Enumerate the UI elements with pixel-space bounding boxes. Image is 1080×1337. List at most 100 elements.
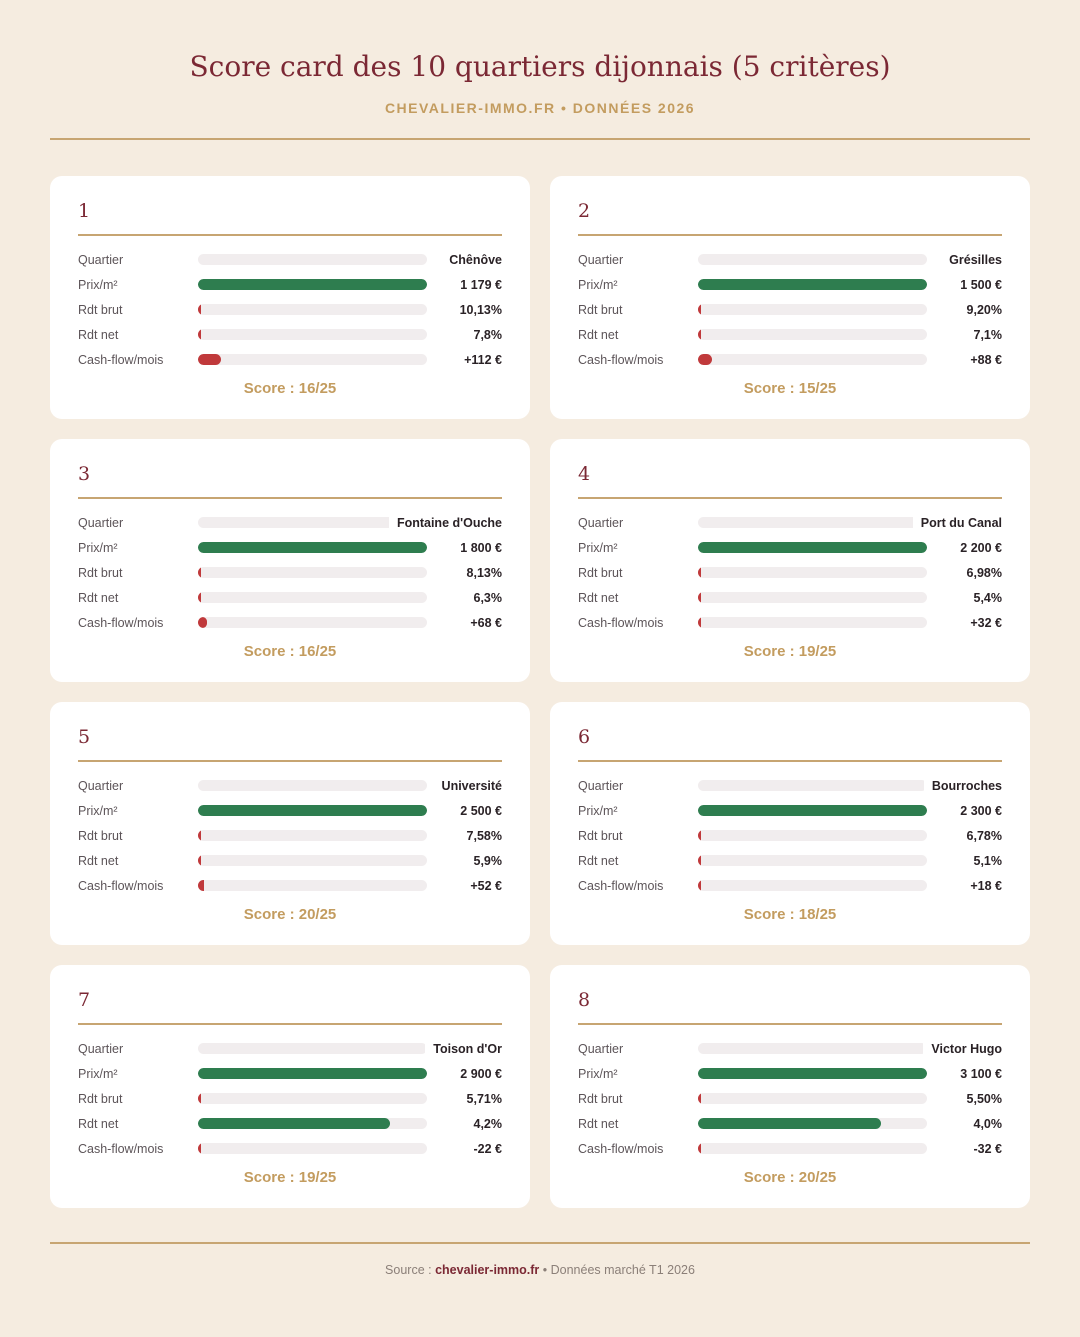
criterion-bar-track bbox=[698, 1118, 927, 1129]
card-divider bbox=[78, 1023, 502, 1025]
criterion-bar-prix-m2 bbox=[698, 279, 927, 290]
criterion-row-rdt-net: Rdt net 7,1% bbox=[578, 322, 1002, 347]
criterion-bar-rdt-brut bbox=[698, 830, 701, 841]
criterion-bar-rdt-brut bbox=[198, 567, 201, 578]
criterion-label: Quartier bbox=[78, 253, 124, 267]
criterion-bar-track bbox=[198, 1043, 427, 1054]
page-subtitle: CHEVALIER-IMMO.FR • DONNÉES 2026 bbox=[384, 100, 696, 116]
criterion-bar-track bbox=[698, 542, 927, 553]
criterion-bar-track bbox=[198, 1068, 427, 1079]
score-card-grid: 1 Quartier Chênôve Prix/m² 1 179 € Rdt brut 10… bbox=[50, 176, 1030, 1208]
criterion-bar-track bbox=[698, 567, 927, 578]
criterion-bar-track bbox=[698, 329, 927, 340]
criterion-label: Cash-flow/mois bbox=[578, 1142, 664, 1156]
criterion-bar-rdt-brut bbox=[698, 567, 701, 578]
criterion-bar-cash-flow bbox=[198, 1143, 201, 1154]
criterion-bar-track bbox=[198, 855, 427, 866]
criterion-bar-track bbox=[698, 304, 927, 315]
criterion-value-prix-m2: 2 200 € bbox=[952, 541, 1002, 555]
criterion-label: Rdt brut bbox=[578, 1092, 623, 1106]
card-rank: 5 bbox=[78, 726, 91, 748]
criterion-bar-prix-m2 bbox=[698, 805, 927, 816]
criterion-bar-track bbox=[698, 1143, 927, 1154]
criterion-bar-rdt-brut bbox=[198, 830, 201, 841]
criterion-bar-cash-flow bbox=[698, 617, 702, 628]
criterion-row-prix-m2: Prix/m² 1 500 € bbox=[578, 272, 1002, 297]
card-divider bbox=[78, 760, 502, 762]
criterion-label: Prix/m² bbox=[578, 804, 618, 818]
card-divider bbox=[578, 497, 1002, 499]
card-rank: 1 bbox=[78, 200, 91, 222]
criterion-value-prix-m2: 1 500 € bbox=[952, 278, 1002, 292]
footer-divider bbox=[50, 1242, 1030, 1244]
criterion-row-quartier: Quartier Victor Hugo bbox=[578, 1036, 1002, 1061]
criterion-label: Prix/m² bbox=[78, 804, 118, 818]
criterion-bar-rdt-net bbox=[698, 855, 701, 866]
criterion-value-rdt-brut: 10,13% bbox=[451, 303, 502, 317]
criterion-row-rdt-brut: Rdt brut 5,50% bbox=[578, 1086, 1002, 1111]
criterion-value-rdt-net: 5,9% bbox=[465, 854, 502, 868]
criterion-row-rdt-net: Rdt net 5,1% bbox=[578, 848, 1002, 873]
card-rank: 7 bbox=[78, 989, 91, 1011]
card-rank: 6 bbox=[578, 726, 591, 748]
criterion-bar-prix-m2 bbox=[198, 542, 427, 553]
criterion-bar-track bbox=[198, 354, 427, 365]
card-divider bbox=[78, 497, 502, 499]
criterion-label: Quartier bbox=[578, 253, 624, 267]
score-card: 4 Quartier Port du Canal Prix/m² 2 200 € Rdt … bbox=[550, 439, 1030, 682]
criterion-value-rdt-net: 6,3% bbox=[465, 591, 502, 605]
criterion-row-rdt-net: Rdt net 5,9% bbox=[78, 848, 502, 873]
criterion-bar-rdt-net bbox=[698, 592, 701, 603]
card-rank: 4 bbox=[578, 463, 591, 485]
criterion-label: Prix/m² bbox=[78, 541, 118, 555]
criterion-bar-track bbox=[698, 254, 927, 265]
criterion-bar-track bbox=[198, 279, 427, 290]
criterion-value-rdt-net: 5,4% bbox=[965, 591, 1002, 605]
card-score: Score : 20/25 bbox=[743, 1169, 837, 1186]
card-score: Score : 19/25 bbox=[243, 1169, 337, 1186]
criterion-label: Prix/m² bbox=[78, 1067, 118, 1081]
footer-brand-link[interactable]: chevalier-immo.fr bbox=[435, 1263, 540, 1277]
criterion-row-rdt-brut: Rdt brut 9,20% bbox=[578, 297, 1002, 322]
criteria-rows: Quartier Bourroches Prix/m² 2 300 € Rdt brut… bbox=[578, 773, 1002, 898]
criterion-label: Rdt net bbox=[578, 854, 619, 868]
criterion-row-prix-m2: Prix/m² 2 200 € bbox=[578, 535, 1002, 560]
criterion-bar-rdt-net bbox=[698, 1118, 882, 1129]
criterion-bar-track bbox=[698, 592, 927, 603]
footer-suffix: • Données marché T1 2026 bbox=[539, 1263, 695, 1277]
criterion-row-rdt-brut: Rdt brut 10,13% bbox=[78, 297, 502, 322]
criterion-value-quartier: Port du Canal bbox=[912, 516, 1002, 530]
criterion-bar-track bbox=[198, 1093, 427, 1104]
score-card: 5 Quartier Université Prix/m² 2 500 € Rdt bru… bbox=[50, 702, 530, 945]
criteria-rows: Quartier Université Prix/m² 2 500 € Rdt brut… bbox=[78, 773, 502, 898]
criterion-row-rdt-net: Rdt net 7,8% bbox=[78, 322, 502, 347]
card-score: Score : 16/25 bbox=[243, 643, 337, 660]
card-score: Score : 16/25 bbox=[243, 380, 337, 397]
criterion-bar-rdt-brut bbox=[698, 304, 701, 315]
score-card: 3 Quartier Fontaine d'Ouche Prix/m² 1 800 € R… bbox=[50, 439, 530, 682]
criterion-row-quartier: Quartier Grésilles bbox=[578, 247, 1002, 272]
score-card: 8 Quartier Victor Hugo Prix/m² 3 100 € Rdt br… bbox=[550, 965, 1030, 1208]
criterion-value-rdt-net: 7,8% bbox=[465, 328, 502, 342]
criterion-row-quartier: Quartier Fontaine d'Ouche bbox=[78, 510, 502, 535]
criterion-value-cash-flow: +88 € bbox=[962, 353, 1002, 367]
criterion-label: Rdt brut bbox=[78, 303, 123, 317]
criterion-row-prix-m2: Prix/m² 2 500 € bbox=[78, 798, 502, 823]
criteria-rows: Quartier Grésilles Prix/m² 1 500 € Rdt brut 9… bbox=[578, 247, 1002, 372]
criterion-label: Rdt net bbox=[578, 1117, 619, 1131]
criteria-rows: Quartier Chênôve Prix/m² 1 179 € Rdt brut 10,… bbox=[78, 247, 502, 372]
criterion-value-rdt-brut: 9,20% bbox=[958, 303, 1002, 317]
criterion-row-prix-m2: Prix/m² 1 179 € bbox=[78, 272, 502, 297]
criteria-rows: Quartier Fontaine d'Ouche Prix/m² 1 800 € Rd… bbox=[78, 510, 502, 635]
criterion-value-rdt-brut: 5,71% bbox=[458, 1092, 502, 1106]
criterion-label: Rdt brut bbox=[578, 829, 623, 843]
criterion-label: Rdt net bbox=[78, 854, 119, 868]
criterion-row-rdt-brut: Rdt brut 6,98% bbox=[578, 560, 1002, 585]
criterion-bar-track bbox=[198, 617, 427, 628]
criterion-bar-rdt-net bbox=[698, 329, 701, 340]
criterion-label: Quartier bbox=[578, 779, 624, 793]
criterion-bar-track bbox=[698, 780, 927, 791]
criterion-row-quartier: Quartier Chênôve bbox=[78, 247, 502, 272]
criterion-label: Cash-flow/mois bbox=[578, 616, 664, 630]
criterion-label: Rdt brut bbox=[578, 566, 623, 580]
